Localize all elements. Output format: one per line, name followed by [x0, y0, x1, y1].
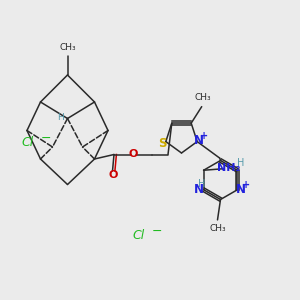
Text: CH₃: CH₃: [59, 43, 76, 52]
Text: O: O: [109, 170, 118, 181]
Text: H: H: [237, 158, 244, 168]
Text: N: N: [236, 183, 246, 196]
Text: S: S: [158, 136, 166, 150]
Text: Cl: Cl: [21, 136, 33, 149]
Text: −: −: [40, 131, 51, 145]
Text: Cl: Cl: [132, 229, 144, 242]
Text: CH₃: CH₃: [194, 93, 211, 102]
Text: +: +: [242, 180, 250, 190]
Text: +: +: [200, 131, 208, 141]
Text: H: H: [197, 179, 205, 189]
Text: H: H: [57, 112, 63, 122]
Text: N: N: [194, 134, 204, 148]
Text: N: N: [194, 183, 204, 196]
Text: −: −: [152, 224, 162, 238]
Text: NH₂: NH₂: [217, 163, 240, 173]
Text: CH₃: CH₃: [209, 224, 226, 233]
Text: O: O: [128, 149, 138, 159]
